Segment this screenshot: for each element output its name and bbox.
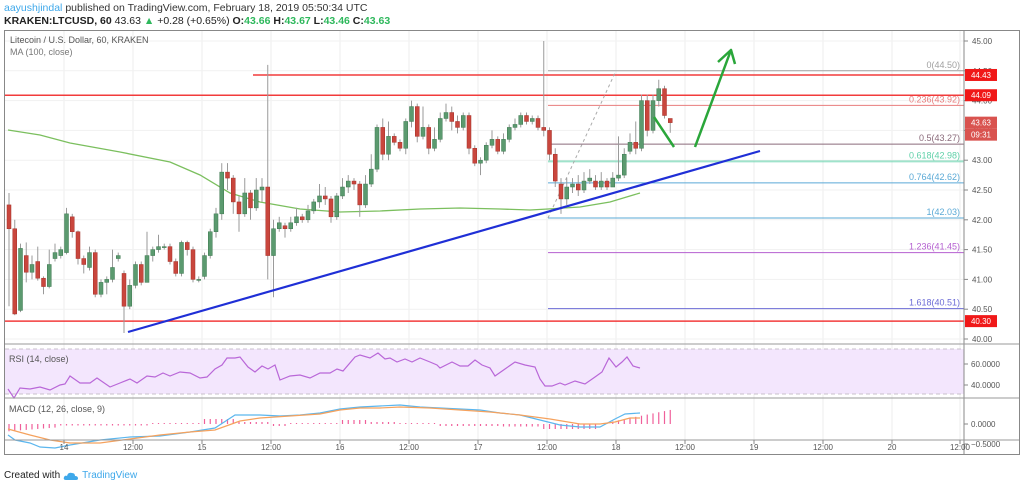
svg-text:1.618(40.51): 1.618(40.51) <box>909 298 960 308</box>
legend: Litecoin / U.S. Dollar, 60, KRAKEN MA (10… <box>9 35 149 414</box>
svg-text:MA (100, close): MA (100, close) <box>10 47 73 57</box>
svg-text:12:00: 12:00 <box>123 443 144 452</box>
svg-text:12:00: 12:00 <box>950 443 971 452</box>
svg-text:−0.5000: −0.5000 <box>971 440 1001 449</box>
svg-text:44.43: 44.43 <box>971 71 992 80</box>
svg-text:0.0000: 0.0000 <box>971 420 996 429</box>
svg-text:09:31: 09:31 <box>971 131 992 140</box>
rsi-band <box>5 348 964 395</box>
svg-text:12:00: 12:00 <box>813 443 834 452</box>
svg-text:MACD (12, 26, close, 9): MACD (12, 26, close, 9) <box>9 404 105 414</box>
svg-text:40.0000: 40.0000 <box>971 381 1000 390</box>
symbol-line: KRAKEN:LTCUSD, 60 43.63 ▲ +0.28 (+0.65%)… <box>4 15 391 27</box>
svg-text:12:00: 12:00 <box>675 443 696 452</box>
svg-text:12:00: 12:00 <box>399 443 420 452</box>
svg-text:40.30: 40.30 <box>971 317 992 326</box>
price-change: +0.28 (+0.65%) <box>157 15 230 27</box>
low-value: 43.46 <box>323 15 350 27</box>
svg-text:16: 16 <box>336 443 345 452</box>
publisher-line: aayushjindal published on TradingView.co… <box>4 2 367 14</box>
open-value: 43.66 <box>244 15 271 27</box>
svg-text:60.0000: 60.0000 <box>971 360 1000 369</box>
svg-text:41.50: 41.50 <box>972 246 993 255</box>
close-value: 43.63 <box>363 15 391 27</box>
published-text: published on TradingView.com, February 1… <box>65 2 368 14</box>
svg-text:45.00: 45.00 <box>972 37 993 46</box>
svg-text:1(42.03): 1(42.03) <box>926 207 960 217</box>
svg-text:19: 19 <box>750 443 759 452</box>
macd-lines <box>7 404 671 449</box>
svg-text:12:00: 12:00 <box>261 443 282 452</box>
svg-text:0(44.50): 0(44.50) <box>926 60 960 70</box>
svg-text:43.00: 43.00 <box>972 156 993 165</box>
high-value: 43.67 <box>284 15 311 27</box>
svg-text:42.50: 42.50 <box>972 186 993 195</box>
publisher-link[interactable]: aayushjindal <box>4 2 63 14</box>
candlestick-series <box>6 41 673 334</box>
svg-text:44.09: 44.09 <box>971 91 992 100</box>
trendline[interactable] <box>127 149 761 334</box>
svg-text:40.00: 40.00 <box>972 335 993 344</box>
rsi-line <box>7 352 641 400</box>
svg-text:RSI (14, close): RSI (14, close) <box>9 354 69 364</box>
svg-text:42.00: 42.00 <box>972 216 993 225</box>
last-price: 43.63 <box>114 15 141 27</box>
ma-line <box>7 129 641 213</box>
svg-text:12:00: 12:00 <box>537 443 558 452</box>
cloud-icon <box>63 472 79 480</box>
footer: Created with TradingView <box>4 470 137 481</box>
svg-text:20: 20 <box>888 443 897 452</box>
up-triangle-icon: ▲ <box>143 15 155 27</box>
svg-text:18: 18 <box>612 443 621 452</box>
svg-text:43.63: 43.63 <box>971 119 992 128</box>
forecast-arrows[interactable] <box>652 48 737 148</box>
symbol: KRAKEN:LTCUSD, 60 <box>4 15 112 27</box>
svg-text:40.50: 40.50 <box>972 305 993 314</box>
svg-text:17: 17 <box>474 443 483 452</box>
svg-text:15: 15 <box>198 443 207 452</box>
svg-text:Litecoin / U.S. Dollar, 60, KR: Litecoin / U.S. Dollar, 60, KRAKEN <box>10 35 149 45</box>
svg-text:41.00: 41.00 <box>972 275 993 284</box>
created-with-label: Created with <box>4 470 61 481</box>
tradingview-link[interactable]: TradingView <box>82 470 138 481</box>
svg-text:14: 14 <box>60 443 69 452</box>
svg-text:0.618(42.98): 0.618(42.98) <box>909 150 960 160</box>
svg-text:1.236(41.45): 1.236(41.45) <box>909 242 960 252</box>
svg-text:0.236(43.92): 0.236(43.92) <box>909 94 960 104</box>
axes: 45.0044.5044.0043.5043.0042.5042.0041.50… <box>4 30 1020 455</box>
svg-text:0.5(43.27): 0.5(43.27) <box>919 133 960 143</box>
fibonacci-retracement[interactable]: 0(44.50) 0.236(43.92) 0.5(43.27) 0.618(42.9… <box>547 60 964 310</box>
horizontal-levels <box>5 74 964 322</box>
svg-text:0.764(42.62): 0.764(42.62) <box>909 172 960 182</box>
